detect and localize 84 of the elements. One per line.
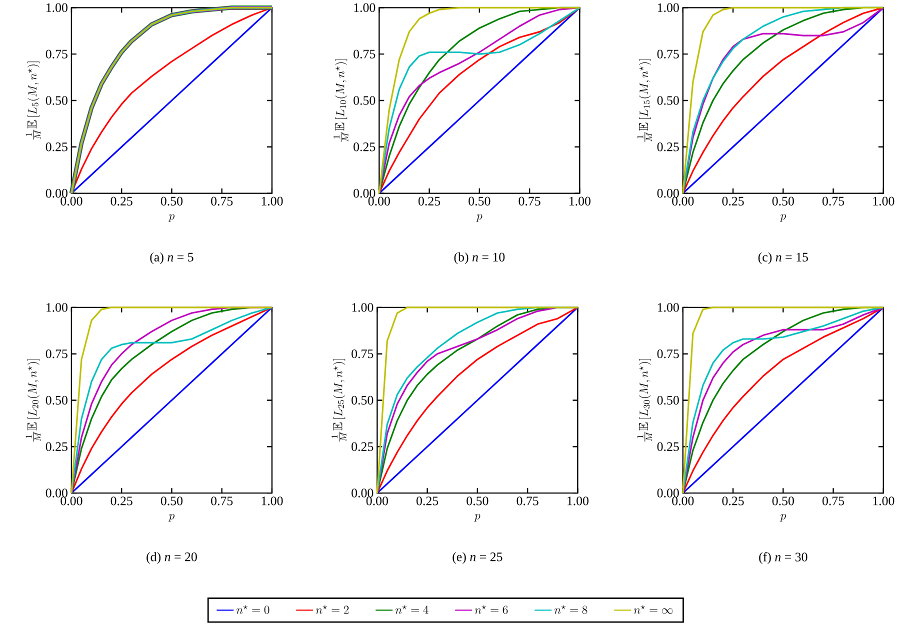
y-tick-label: 0.50 (352, 396, 374, 405)
y-tick-label: 0.50 (46, 396, 68, 405)
x-tick-label: 0.50 (772, 196, 794, 206)
text: (b) n = 10 (454, 252, 505, 264)
x-tick-label: 1.00 (570, 196, 590, 206)
x-tick-label: 0.25 (416, 496, 438, 506)
x-tick-label: 0.50 (160, 496, 183, 506)
x-tick-label: 0.00 (672, 196, 694, 206)
legend-label: $n^{\star} = 4$ (395, 605, 428, 614)
text: (c) n = 15 (758, 252, 808, 264)
y-tick-label: 0.00 (46, 188, 68, 198)
legend-label: $n^{\star} = \infty$ (634, 605, 673, 614)
y-tick-label: 1.00 (352, 303, 374, 312)
x-tick-label: 0.75 (516, 496, 538, 506)
x-tick-label: 0.75 (211, 196, 233, 206)
y-axis-title: $\frac{1}{M}\mathbb{E}\left[L_{15}(M,n^{\star})\right]$ (637, 59, 652, 142)
y-tick-label: 0.00 (657, 488, 679, 498)
x-tick-label: 0.00 (672, 496, 694, 506)
x-tick-label: 1.00 (262, 196, 283, 206)
y-tick-label: 0.75 (46, 50, 68, 58)
y-tick-label: 0.75 (46, 349, 68, 358)
text: (e) n = 25 (452, 552, 502, 564)
y-axis-title: $\frac{1}{M}\mathbb{E}\left[L_{5}(M,n^{\star})\right]$ (26, 62, 41, 140)
y-tick-label: 1.00 (354, 3, 376, 12)
x-tick-label: 0.50 (466, 496, 488, 506)
y-tick-label: 1.00 (46, 303, 68, 312)
x-tick-label: 0.50 (160, 196, 183, 206)
y-tick-label: 0.25 (657, 142, 679, 152)
x-tick-label: 0.25 (110, 196, 132, 206)
x-tick-label: 0.25 (418, 196, 440, 206)
y-axis-title: $\frac{1}{M}\mathbb{E}\left[L_{25}(M,n^{\star})\right]$ (332, 359, 346, 442)
y-tick-label: 0.75 (657, 50, 679, 58)
x-tick-label: 0.00 (366, 496, 388, 506)
x-axis-title: $p$ (476, 214, 482, 222)
y-axis-title: $\frac{1}{M}\mathbb{E}\left[L_{10}(M,n^{\star})\right]$ (334, 59, 348, 142)
y-tick-label: 0.25 (46, 142, 68, 152)
y-tick-label: 0.75 (657, 349, 679, 358)
x-axis-title: $p$ (168, 214, 174, 222)
legend-label: $n^{\star} = 0$ (236, 605, 270, 614)
y-tick-label: 1.00 (658, 303, 679, 312)
x-tick-label: 1.00 (873, 196, 894, 206)
x-tick-label: 0.75 (822, 196, 844, 206)
y-tick-label: 1.00 (46, 3, 68, 12)
legend-label: $n^{\star} = 8$ (554, 605, 588, 614)
y-tick-label: 0.50 (657, 396, 679, 405)
y-axis-title: $\frac{1}{M}\mathbb{E}\left[L_{30}(M,n^{\star})\right]$ (637, 359, 652, 442)
y-tick-label: 0.50 (657, 96, 679, 105)
y-tick-label: 0.00 (354, 188, 376, 198)
y-tick-label: 0.00 (657, 188, 679, 198)
y-axis-title: $\frac{1}{M}\mathbb{E}\left[L_{20}(M,n^{\star})\right]$ (26, 359, 41, 442)
x-tick-label: 0.50 (468, 196, 490, 206)
x-axis-title: $p$ (474, 514, 480, 522)
y-tick-label: 0.50 (46, 96, 68, 105)
y-tick-label: 0.00 (46, 488, 68, 498)
y-tick-label: 0.25 (46, 442, 68, 452)
x-tick-label: 0.25 (110, 496, 132, 506)
x-tick-label: 0.75 (822, 496, 844, 506)
y-tick-label: 0.75 (354, 50, 376, 58)
x-tick-label: 1.00 (568, 496, 588, 506)
y-tick-label: 0.25 (352, 442, 374, 452)
y-tick-label: 0.50 (354, 96, 376, 105)
x-tick-label: 0.25 (722, 496, 744, 506)
x-tick-label: 0.25 (722, 196, 744, 206)
x-tick-label: 1.00 (262, 496, 283, 506)
x-tick-label: 0.75 (518, 196, 540, 206)
x-tick-label: 0.75 (211, 496, 233, 506)
x-tick-label: 0.00 (60, 196, 82, 206)
x-axis-title: $p$ (780, 514, 786, 522)
text: (d) n = 20 (146, 552, 197, 564)
x-tick-label: 1.00 (873, 496, 894, 506)
y-tick-label: 0.25 (354, 142, 376, 152)
x-tick-label: 0.00 (368, 196, 390, 206)
x-tick-label: 0.00 (60, 496, 82, 506)
y-tick-label: 1.00 (658, 3, 679, 12)
y-tick-label: 0.25 (657, 442, 679, 452)
x-tick-label: 0.50 (772, 496, 794, 506)
text: (a) n = 5 (150, 252, 194, 264)
x-axis-title: $p$ (168, 514, 174, 522)
legend-label: $n^{\star} = 6$ (474, 605, 508, 614)
x-axis-title: $p$ (780, 214, 786, 222)
y-tick-label: 0.75 (352, 349, 374, 358)
text: (f) n = 30 (759, 552, 808, 564)
y-tick-label: 0.00 (352, 488, 374, 498)
legend-label: $n^{\star} = 2$ (316, 605, 349, 614)
